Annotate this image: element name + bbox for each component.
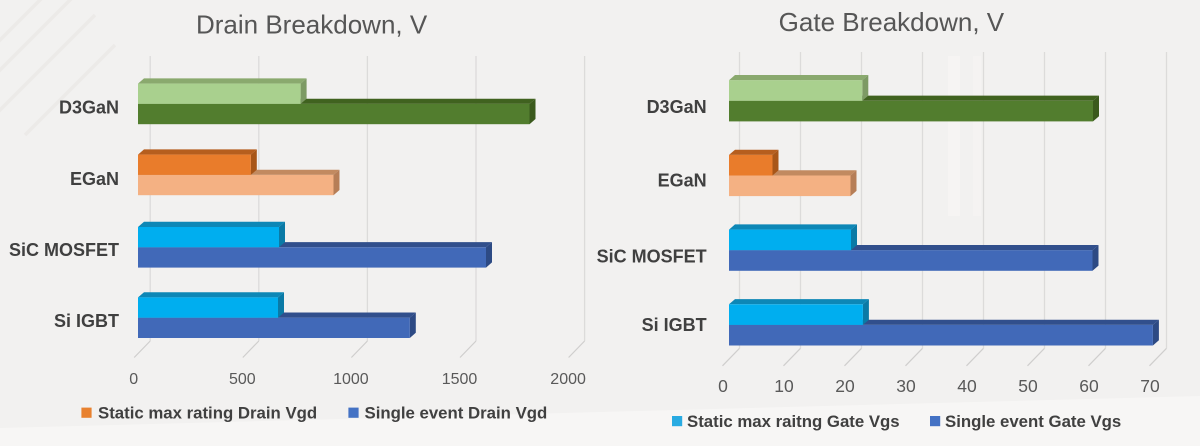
svg-text:Single event Drain Vgd: Single event Drain Vgd [365,403,548,422]
svg-text:Drain Breakdown, V: Drain Breakdown, V [196,10,428,40]
svg-text:Si IGBT: Si IGBT [54,311,119,331]
svg-text:Static max rating Drain Vgd: Static max rating Drain Vgd [98,403,317,422]
svg-text:EGaN: EGaN [658,170,707,190]
svg-text:1500: 1500 [442,371,478,388]
svg-text:50: 50 [1018,376,1038,396]
svg-text:70: 70 [1140,376,1160,396]
svg-text:500: 500 [229,371,256,388]
svg-text:Static max raitng Gate Vgs: Static max raitng Gate Vgs [687,412,900,431]
svg-text:1000: 1000 [333,371,369,388]
svg-text:30: 30 [896,376,916,396]
svg-text:D3GaN: D3GaN [647,97,707,117]
svg-text:D3GaN: D3GaN [59,98,119,118]
svg-text:Gate Breakdown, V: Gate Breakdown, V [779,7,1005,37]
svg-text:EGaN: EGaN [70,169,119,189]
svg-text:SiC MOSFET: SiC MOSFET [597,247,707,267]
svg-text:0: 0 [129,371,138,388]
svg-text:2000: 2000 [550,371,586,388]
svg-text:0: 0 [718,376,728,396]
svg-text:20: 20 [835,376,855,396]
svg-text:60: 60 [1079,376,1099,396]
svg-text:Si IGBT: Si IGBT [642,315,707,335]
svg-text:40: 40 [957,376,977,396]
svg-text:10: 10 [774,376,794,396]
svg-text:Single event Gate Vgs: Single event Gate Vgs [945,412,1121,431]
svg-text:SiC MOSFET: SiC MOSFET [9,240,119,260]
